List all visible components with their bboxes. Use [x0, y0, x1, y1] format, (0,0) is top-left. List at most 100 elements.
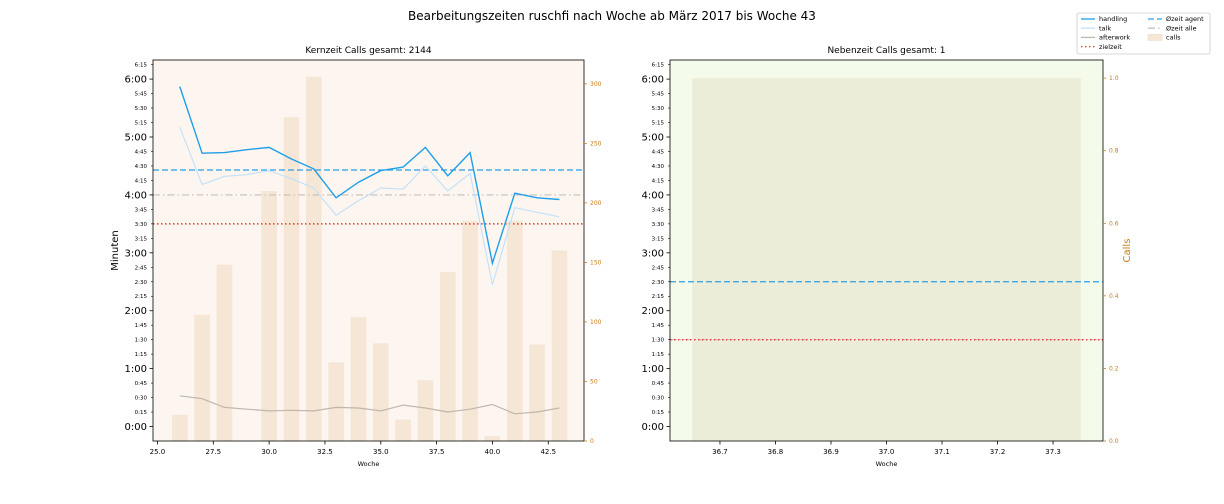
x-axis-label: Woche	[876, 460, 898, 468]
y-minor-tick-label: 6:15	[652, 63, 665, 69]
y-minor-tick-label: 5:15	[652, 121, 665, 127]
calls-tick-label: 250	[590, 140, 602, 147]
x-tick-label: 40.0	[485, 448, 501, 456]
plot-panel-1: Kernzeit Calls gesamt: 2144 0:00 1:00 2:00 3…	[110, 46, 602, 468]
calls-axis-label: Calls	[1122, 239, 1133, 263]
calls-bar	[417, 380, 434, 441]
calls-tick-label: 100	[590, 319, 602, 326]
subplot-title: Kernzeit Calls gesamt: 2144	[305, 46, 432, 56]
y-tick-label: 0:00	[642, 422, 664, 433]
legend-label: talk	[1099, 24, 1111, 32]
calls-tick-label: 50	[590, 378, 598, 385]
x-tick-label: 36.9	[823, 448, 839, 456]
y-minor-tick-label: 5:30	[135, 106, 148, 112]
y-minor-tick-label: 2:15	[135, 294, 148, 300]
legend-frame	[1076, 12, 1211, 55]
calls-bar	[462, 220, 478, 441]
y-minor-tick-label: 3:30	[652, 222, 665, 228]
y-tick-label: 0:00	[125, 422, 147, 433]
calls-bar	[372, 343, 389, 441]
calls-tick-label: 0.0	[1109, 438, 1119, 445]
x-tick-label: 36.8	[768, 448, 784, 456]
y-minor-tick-label: 4:45	[652, 149, 665, 155]
y-tick-label: 6:00	[642, 75, 664, 86]
calls-bar	[484, 436, 501, 441]
x-tick-label: 30.0	[261, 448, 277, 456]
x-tick-label: 36.7	[712, 448, 728, 456]
x-tick-label: 32.5	[317, 448, 333, 456]
legend-label: Øzeit alle	[1166, 24, 1197, 32]
y-minor-tick-label: 6:15	[135, 63, 148, 69]
calls-bar	[328, 362, 344, 441]
afterwork-series-line	[179, 395, 560, 415]
y-minor-tick-label: 3:15	[135, 236, 148, 242]
plot-frame	[152, 59, 585, 442]
y-tick-label: 6:00	[125, 75, 147, 86]
y-tick-label: 2:00	[125, 306, 147, 317]
calls-tick-label: 0	[590, 438, 594, 445]
plot-panel-2: Nebenzeit Calls gesamt: 1 0:00 1:00 2:00 3:0…	[642, 46, 1133, 468]
y-minor-tick-label: 1:15	[135, 352, 148, 358]
x-tick-label: 37.3	[1045, 448, 1061, 456]
y-minor-tick-label: 3:45	[135, 207, 148, 213]
y-minor-tick-label: 4:15	[652, 178, 665, 184]
calls-bar	[506, 220, 523, 441]
calls-bar	[216, 264, 233, 441]
calls-tick-label: 150	[590, 259, 602, 266]
y-minor-tick-label: 3:30	[135, 222, 148, 228]
y-axis-label: Minuten	[110, 230, 121, 271]
y-minor-tick-label: 2:15	[652, 294, 665, 300]
legend-label: handling	[1099, 15, 1127, 23]
y-tick-label: 3:00	[125, 248, 147, 259]
x-tick-label: 35.0	[373, 448, 389, 456]
y-minor-tick-label: 5:30	[652, 106, 665, 112]
y-minor-tick-label: 5:45	[652, 92, 665, 98]
calls-bar	[283, 117, 300, 442]
calls-bar	[692, 78, 1081, 442]
x-tick-label: 42.5	[540, 448, 556, 456]
calls-tick-label: 300	[590, 81, 602, 88]
y-tick-label: 5:00	[642, 133, 664, 144]
y-minor-tick-label: 1:45	[135, 323, 148, 329]
y-tick-label: 2:00	[642, 306, 664, 317]
y-minor-tick-label: 1:30	[135, 338, 148, 344]
x-tick-label: 27.5	[205, 448, 221, 456]
legend-label: zielzeit	[1099, 43, 1122, 51]
y-minor-tick-label: 0:15	[652, 410, 665, 416]
y-minor-tick-label: 4:15	[135, 178, 148, 184]
y-minor-tick-label: 4:30	[135, 164, 148, 170]
y-minor-tick-label: 3:15	[652, 236, 665, 242]
handling-series-line	[179, 86, 560, 266]
legend-label: afterwork	[1099, 34, 1130, 42]
y-minor-tick-label: 2:30	[652, 280, 665, 286]
y-minor-tick-label: 2:45	[135, 265, 148, 271]
calls-bar	[261, 190, 277, 441]
calls-tick-label: 0.6	[1109, 220, 1119, 227]
calls-tick-label: 200	[590, 200, 602, 207]
y-minor-tick-label: 3:45	[652, 207, 665, 213]
legend: handling Øzeit agent talk Øzeit alle afterwo…	[1076, 12, 1211, 55]
figure-title: Bearbeitungszeiten ruschfi nach Woche ab…	[408, 9, 816, 23]
x-axis-label: Woche	[358, 460, 380, 468]
x-tick-label: 37.5	[429, 448, 445, 456]
calls-tick-label: 0.2	[1109, 365, 1119, 372]
y-minor-tick-label: 0:15	[135, 410, 148, 416]
x-tick-label: 37.2	[990, 448, 1006, 456]
calls-tick-label: 0.4	[1109, 293, 1119, 300]
legend-swatch	[1147, 34, 1163, 41]
calls-bar	[395, 419, 411, 441]
calls-bar	[439, 271, 456, 441]
legend-label: Øzeit agent	[1166, 15, 1204, 23]
calls-tick-label: 1.0	[1109, 75, 1119, 82]
y-minor-tick-label: 2:30	[135, 280, 148, 286]
y-minor-tick-label: 0:30	[135, 396, 148, 402]
y-minor-tick-label: 0:30	[652, 396, 665, 402]
y-minor-tick-label: 5:15	[135, 121, 148, 127]
y-minor-tick-label: 1:30	[652, 338, 665, 344]
talk-series-line	[179, 126, 560, 285]
x-tick-label: 25.0	[150, 448, 166, 456]
calls-bar	[194, 314, 210, 441]
y-tick-label: 4:00	[125, 190, 147, 201]
